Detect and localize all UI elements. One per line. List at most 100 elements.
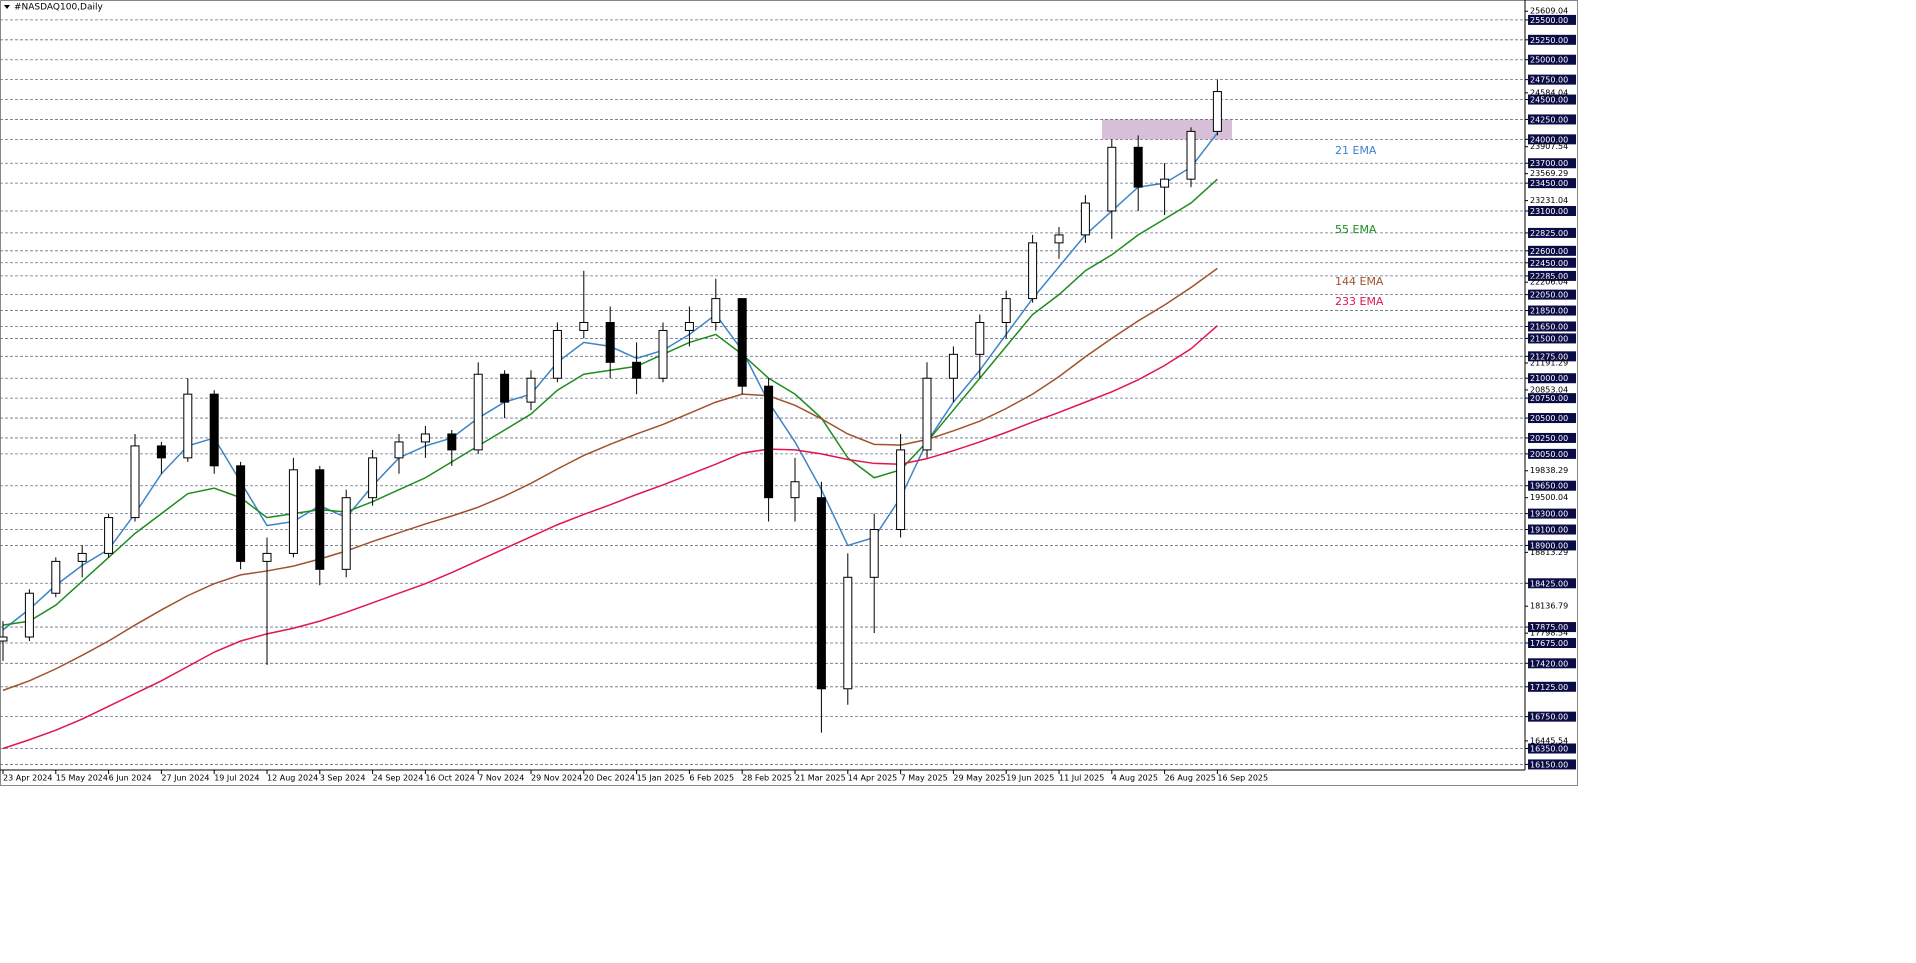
candle-body — [104, 517, 114, 554]
ema-line — [2, 325, 1218, 750]
y-tick-box — [1528, 658, 1576, 669]
y-tick-label: 20500.00 — [1530, 414, 1568, 423]
x-tick-label: 12 Aug 2024 — [267, 774, 318, 783]
candle-body — [262, 552, 272, 562]
candle-body — [579, 321, 589, 331]
x-tick-label: 27 Jun 2024 — [161, 774, 209, 783]
candle-body — [341, 497, 351, 570]
candle-body — [315, 469, 325, 570]
y-tick-box — [1528, 681, 1576, 692]
y-tick-label: 24500.00 — [1530, 96, 1568, 105]
y-scale-label: 24584.04 — [1530, 88, 1568, 97]
y-tick-label: 18425.00 — [1530, 579, 1568, 588]
candle-body — [1028, 242, 1038, 300]
candle-body — [1160, 178, 1170, 188]
y-tick-box — [1528, 227, 1576, 238]
x-tick-label: 11 Jul 2025 — [1059, 774, 1104, 783]
candle-body — [209, 393, 219, 467]
y-tick-label: 19300.00 — [1530, 510, 1568, 519]
y-tick-label: 25250.00 — [1530, 36, 1568, 45]
candle-body — [1186, 130, 1196, 180]
x-tick-label: 15 Jan 2025 — [637, 774, 685, 783]
y-tick-box — [1528, 508, 1576, 519]
y-tick-box — [1528, 480, 1576, 491]
ema-label: 233 EMA — [1335, 295, 1384, 308]
chart-frame — [0, 0, 1578, 786]
y-scale-label: 22206.04 — [1530, 278, 1568, 287]
y-tick-box — [1528, 448, 1576, 459]
y-tick-label: 24000.00 — [1530, 135, 1568, 144]
y-tick-label: 17675.00 — [1530, 639, 1568, 648]
y-tick-label: 19650.00 — [1530, 482, 1568, 491]
candle-body — [1054, 234, 1064, 244]
y-tick-label: 17420.00 — [1530, 659, 1568, 668]
candle-body — [790, 481, 800, 499]
y-tick-box — [1528, 333, 1576, 344]
y-scale-label: 23907.54 — [1530, 142, 1568, 151]
y-scale-label: 20853.04 — [1530, 385, 1568, 394]
x-tick-label: 19 Jul 2024 — [214, 774, 259, 783]
candle-body — [896, 449, 906, 531]
candle-body — [473, 373, 483, 451]
y-tick-box — [1528, 94, 1576, 105]
x-tick-label: 6 Feb 2025 — [689, 774, 734, 783]
candle-body — [1212, 91, 1222, 132]
candle-body — [658, 329, 668, 379]
y-tick-box — [1528, 578, 1576, 589]
y-tick-label: 17875.00 — [1530, 623, 1568, 632]
y-scale-label: 19838.29 — [1530, 466, 1568, 475]
y-tick-label: 23450.00 — [1530, 179, 1568, 188]
y-tick-label: 21850.00 — [1530, 307, 1568, 316]
candle-body — [156, 445, 166, 459]
y-scale-label: 18136.79 — [1530, 602, 1568, 611]
y-tick-label: 17125.00 — [1530, 683, 1568, 692]
ema-line — [2, 132, 1218, 631]
y-tick-label: 25000.00 — [1530, 56, 1568, 65]
symbol-menu-icon[interactable] — [4, 5, 10, 9]
y-tick-label: 16750.00 — [1530, 713, 1568, 722]
candle-body — [552, 329, 562, 379]
y-tick-box — [1528, 158, 1576, 169]
candle-body — [0, 636, 8, 642]
x-tick-label: 21 Mar 2025 — [795, 774, 846, 783]
x-tick-label: 16 Sep 2025 — [1217, 774, 1268, 783]
candle-body — [1080, 202, 1090, 236]
ema-line — [2, 267, 1218, 692]
y-scale-label: 16445.54 — [1530, 736, 1568, 745]
y-tick-box — [1528, 114, 1576, 125]
y-tick-box — [1528, 524, 1576, 535]
x-tick-label: 7 Nov 2024 — [478, 774, 524, 783]
x-tick-label: 24 Sep 2024 — [373, 774, 424, 783]
y-tick-box — [1528, 540, 1576, 551]
candle-body — [605, 321, 615, 363]
x-tick-label: 16 Oct 2024 — [425, 774, 474, 783]
candle-body — [236, 465, 246, 562]
y-tick-box — [1528, 206, 1576, 217]
y-tick-label: 22450.00 — [1530, 259, 1568, 268]
y-tick-label: 16350.00 — [1530, 745, 1568, 754]
y-tick-box — [1528, 257, 1576, 268]
x-tick-label: 15 May 2024 — [56, 774, 108, 783]
y-scale-label: 23231.04 — [1530, 196, 1568, 205]
y-tick-label: 18900.00 — [1530, 541, 1568, 550]
y-tick-label: 24250.00 — [1530, 115, 1568, 124]
candle-body — [632, 361, 642, 379]
y-tick-box — [1528, 432, 1576, 443]
candle-body — [24, 592, 34, 638]
y-tick-box — [1528, 622, 1576, 633]
x-tick-label: 26 Aug 2025 — [1165, 774, 1216, 783]
ema-label: 144 EMA — [1335, 275, 1384, 288]
y-tick-box — [1528, 711, 1576, 722]
y-tick-label: 25500.00 — [1530, 16, 1568, 25]
y-tick-box — [1528, 413, 1576, 424]
x-tick-label: 7 May 2025 — [901, 774, 948, 783]
candle-body — [737, 298, 747, 387]
y-tick-box — [1528, 34, 1576, 45]
y-tick-label: 21275.00 — [1530, 352, 1568, 361]
candle-body — [1133, 146, 1143, 188]
y-scale-label: 21191.29 — [1530, 358, 1568, 367]
y-tick-box — [1528, 289, 1576, 300]
y-tick-label: 23700.00 — [1530, 159, 1568, 168]
